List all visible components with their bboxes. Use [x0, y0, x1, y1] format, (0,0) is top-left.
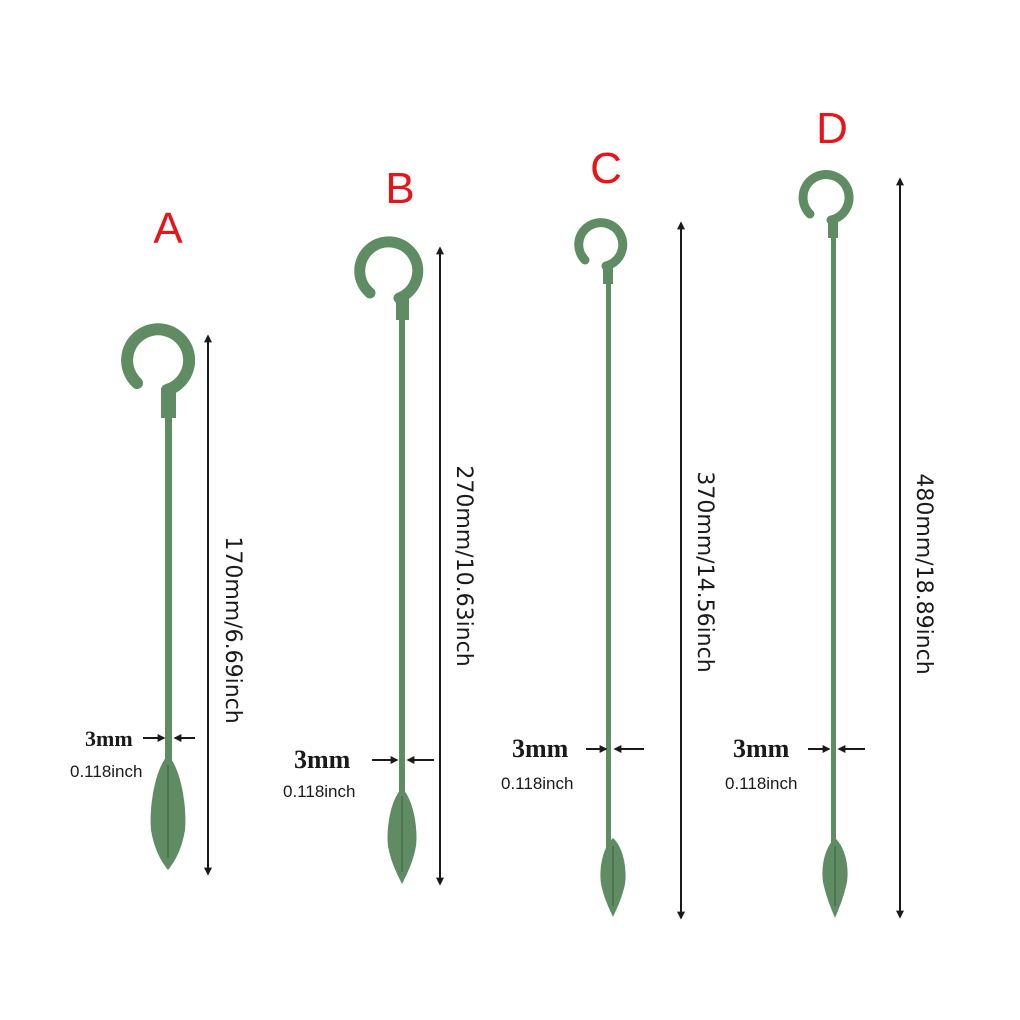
- stake-hook-d: [798, 170, 854, 225]
- diameter-label-d: 3mm: [733, 734, 790, 763]
- stake-rod-d: [831, 234, 836, 850]
- stake-rod-c: [606, 280, 611, 850]
- diameter-inch-label-a: 0.118inch: [70, 762, 142, 781]
- stake-label-a: A: [153, 204, 183, 253]
- stake-group-d: D 480mm/18.89inch 3mm 0.118inch: [725, 104, 936, 919]
- stake-hook-c: [574, 218, 628, 271]
- stake-collar-c: [603, 264, 613, 284]
- stake-label-b: B: [385, 164, 414, 213]
- length-label-c: 370mm/14.56inch: [692, 471, 717, 672]
- length-label-a: 170mm/6.69inch: [220, 536, 245, 723]
- stake-group-a: A 170mm/6.69inch 3mm 0.118inch: [70, 204, 245, 876]
- stake-rod-a: [165, 415, 172, 775]
- length-label-d: 480mm/18.89inch: [911, 473, 936, 674]
- stake-group-b: B 270mm/10.63inch 3mm 0.118inch: [283, 164, 476, 886]
- stake-rod-b: [399, 316, 405, 800]
- stake-label-c: C: [590, 144, 622, 193]
- diameter-label-a: 3mm: [85, 726, 133, 751]
- diameter-label-c: 3mm: [512, 734, 569, 763]
- stake-d: [798, 170, 854, 918]
- diameter-label-b: 3mm: [294, 745, 351, 774]
- stake-group-c: C 370mm/14.56inch 3mm 0.118inch: [501, 144, 717, 920]
- stake-collar-a: [161, 388, 176, 418]
- diameter-inch-label-c: 0.118inch: [501, 774, 573, 793]
- diameter-inch-label-b: 0.118inch: [283, 782, 355, 801]
- stake-c: [574, 218, 628, 917]
- stake-hook-b: [354, 236, 424, 304]
- stake-b: [354, 236, 424, 884]
- stake-collar-b: [396, 296, 409, 320]
- stake-hook-a: [121, 323, 196, 396]
- stake-label-d: D: [816, 104, 848, 153]
- diameter-inch-label-d: 0.118inch: [725, 774, 797, 793]
- stake-collar-d: [828, 218, 838, 238]
- length-label-b: 270mm/10.63inch: [451, 465, 476, 666]
- stake-a: [121, 323, 196, 870]
